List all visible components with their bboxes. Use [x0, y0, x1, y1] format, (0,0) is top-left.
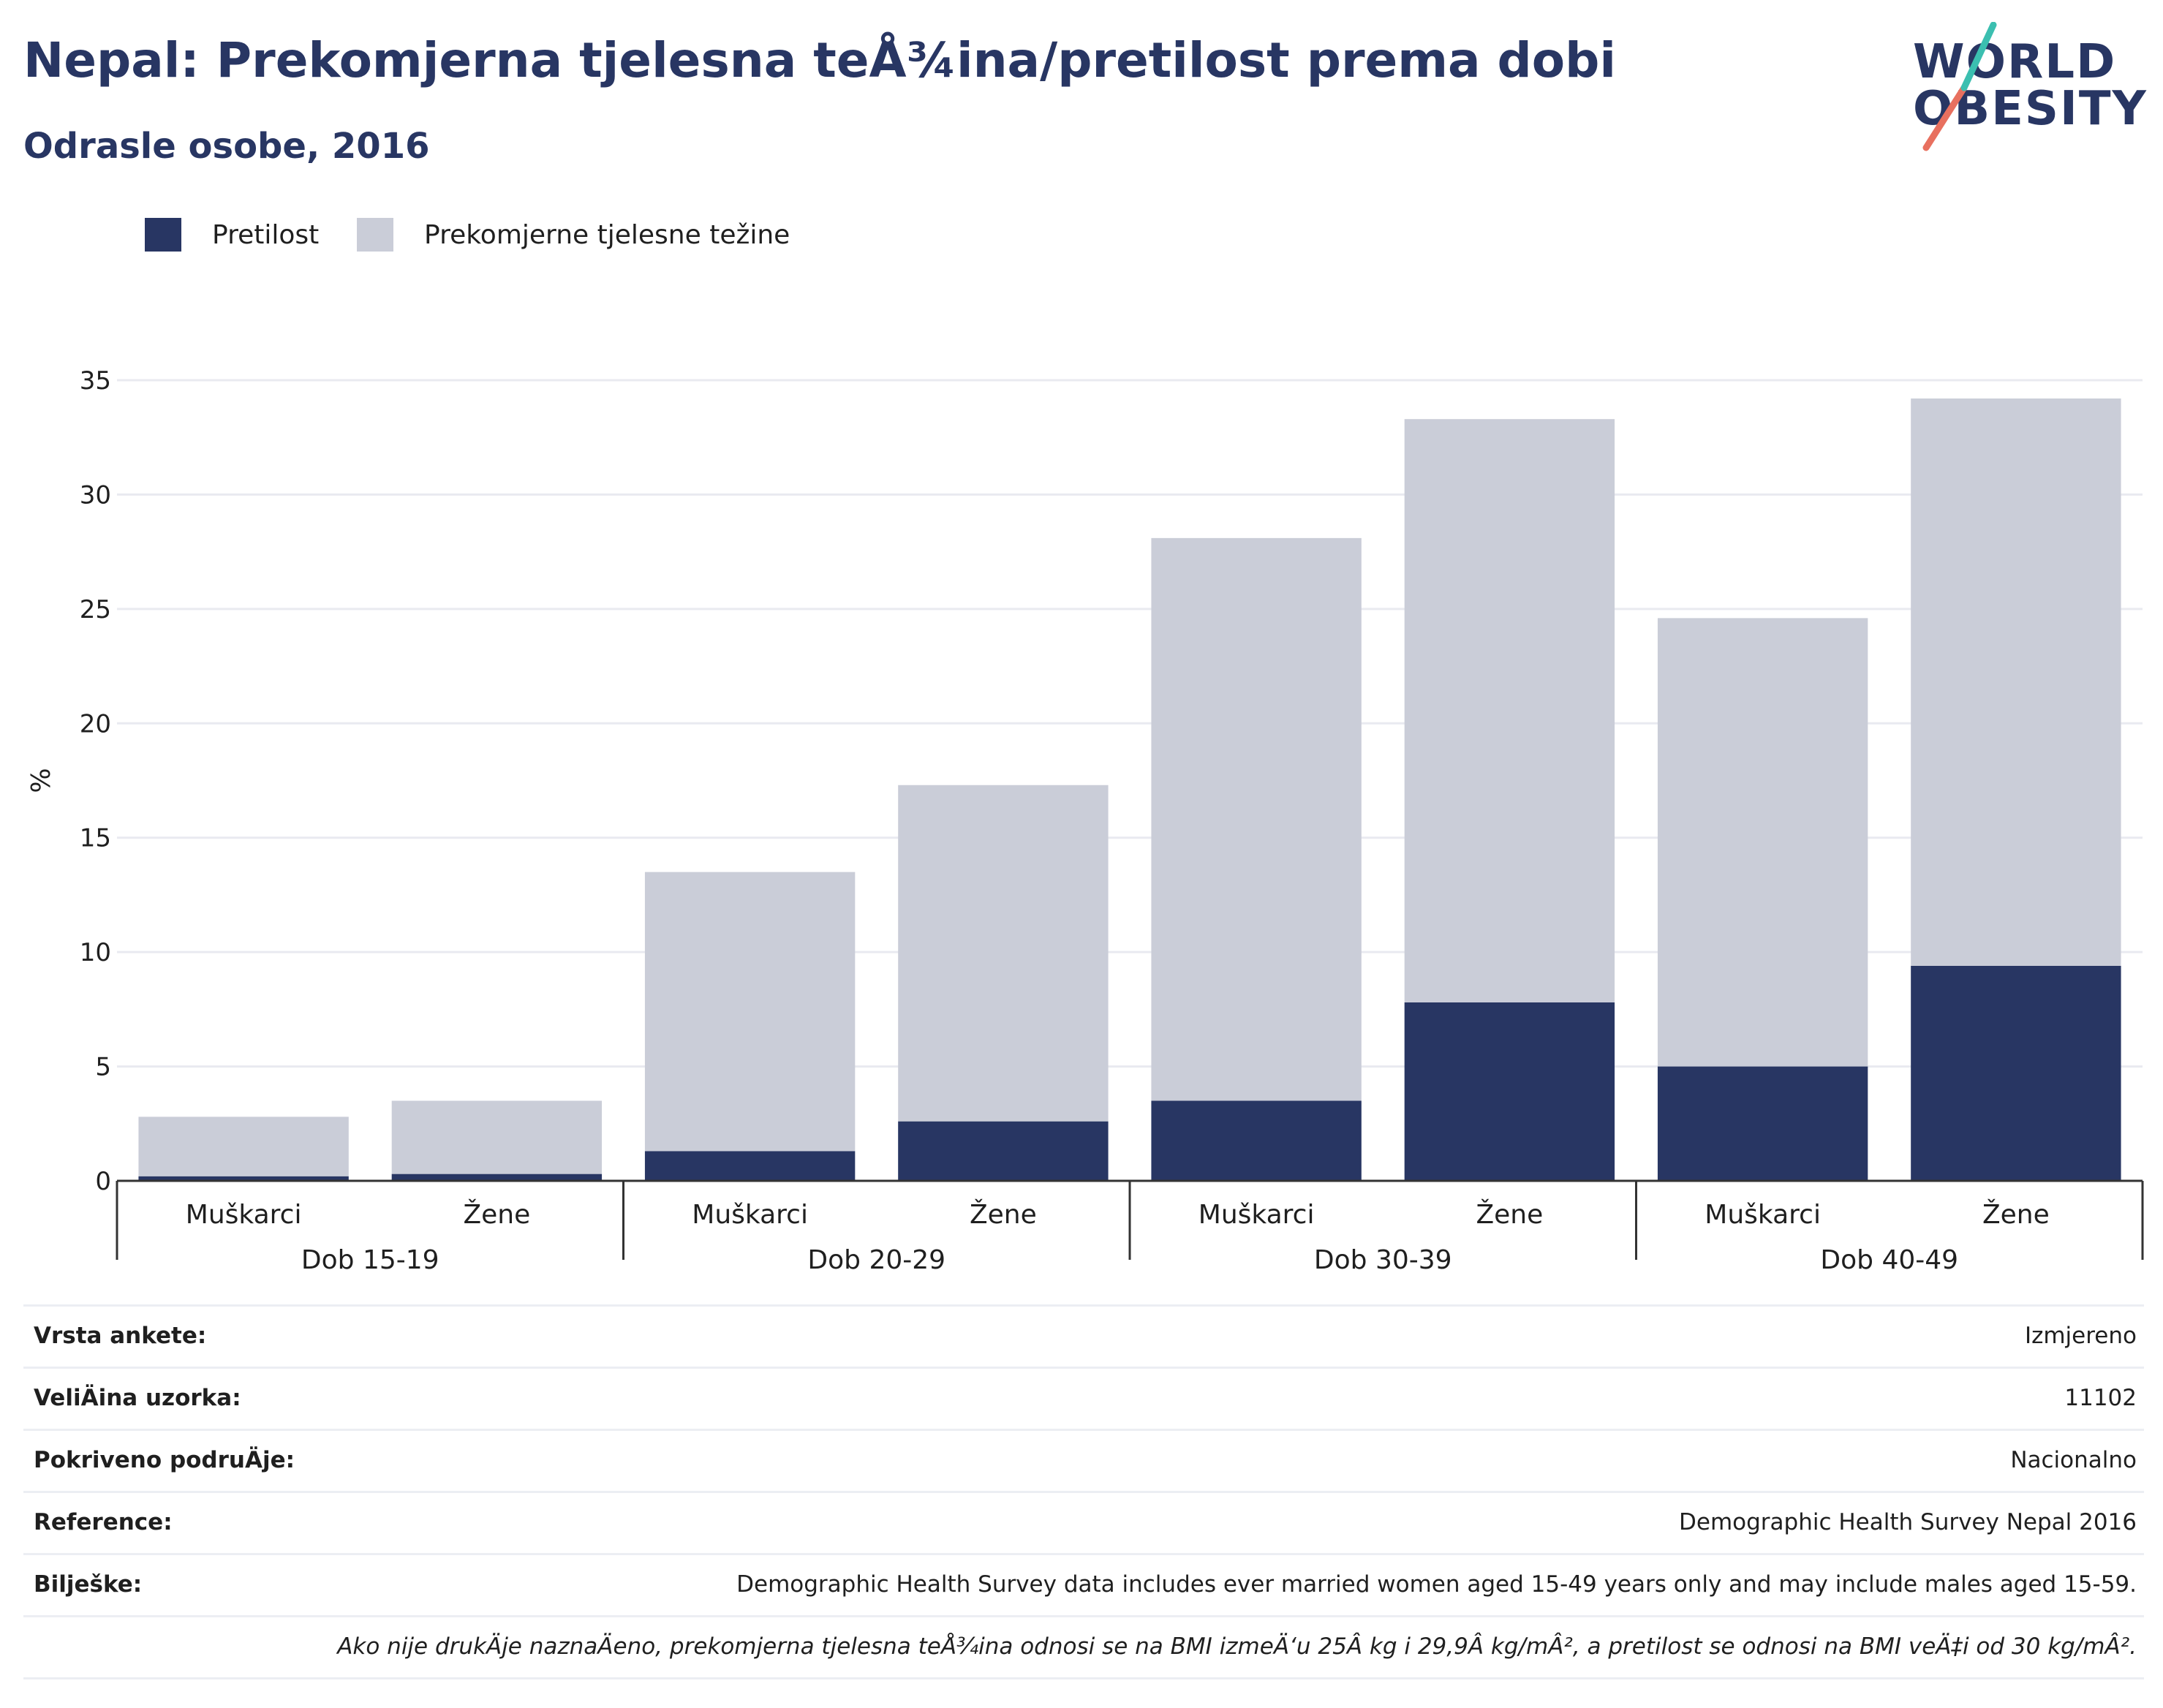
bar-obesity[interactable] — [645, 1151, 855, 1181]
info-key: Bilješke: — [34, 1571, 142, 1598]
info-key: Reference: — [34, 1509, 173, 1535]
info-row-sample-size: VeliÄ ina uzorka: 11102 — [23, 1367, 2144, 1429]
info-row-coverage: Pokriveno podruÄ je: Nacionalno — [23, 1429, 2144, 1491]
bar-overweight[interactable] — [392, 1101, 602, 1174]
world-obesity-logo: WORLD OBESITY — [1909, 22, 2143, 154]
x-tick-label: Žene — [1476, 1199, 1543, 1230]
bar-overweight[interactable] — [1658, 618, 1868, 1066]
info-value: 11102 — [2064, 1385, 2137, 1411]
y-tick-label: 30 — [80, 480, 111, 510]
y-tick-label: 35 — [80, 366, 111, 396]
x-tick-label: Žene — [970, 1199, 1037, 1230]
x-tick-label: Muškarci — [1198, 1200, 1315, 1230]
logo-slash-icon — [1909, 22, 2143, 154]
y-tick-label: 0 — [95, 1167, 111, 1196]
legend-label-overweight: Prekomjerne tjelesne težine — [424, 220, 790, 250]
bar-overweight[interactable] — [138, 1116, 348, 1176]
bar-overweight[interactable] — [898, 785, 1108, 1122]
legend-item-overweight[interactable]: Prekomjerne tjelesne težine — [357, 216, 790, 253]
info-value: Demographic Health Survey data includes … — [736, 1571, 2137, 1598]
bar-overweight[interactable] — [645, 872, 855, 1152]
y-tick-label: 5 — [95, 1053, 111, 1082]
bar-obesity[interactable] — [898, 1122, 1108, 1181]
bar-overweight[interactable] — [1911, 398, 2121, 966]
info-row-notes: Bilješke: Demographic Health Survey data… — [23, 1553, 2144, 1615]
bar-obesity[interactable] — [1658, 1067, 1868, 1181]
info-key: VeliÄ ina uzorka: — [34, 1385, 241, 1411]
info-value: Izmjereno — [2025, 1323, 2137, 1349]
x-tick-label: Muškarci — [186, 1200, 302, 1230]
bar-obesity[interactable] — [1151, 1101, 1361, 1182]
info-value: Demographic Health Survey Nepal 2016 — [1679, 1509, 2137, 1535]
x-tick-label: Muškarci — [1705, 1200, 1821, 1230]
info-key: Pokriveno podruÄ je: — [34, 1447, 295, 1473]
info-row-survey-type: Vrsta ankete: Izmjereno — [23, 1304, 2144, 1367]
y-tick-label: 25 — [80, 595, 111, 624]
group-label: Dob 30-39 — [1314, 1245, 1452, 1275]
y-tick-label: 20 — [80, 709, 111, 738]
x-tick-label: Žene — [1982, 1199, 2050, 1230]
y-axis-label: % — [26, 768, 56, 793]
y-tick-label: 10 — [80, 938, 111, 967]
info-value: Nacionalno — [2010, 1447, 2137, 1473]
y-tick-label: 15 — [80, 824, 111, 853]
chart-title: Nepal: Prekomjerna tjelesna teÅ¾ina/pret… — [23, 32, 1616, 88]
group-label: Dob 40-49 — [1820, 1245, 1958, 1275]
x-tick-label: Žene — [463, 1199, 530, 1230]
info-row-reference: Reference: Demographic Health Survey Nep… — [23, 1491, 2144, 1553]
chart-subtitle: Odrasle osobe, 2016 — [23, 126, 430, 167]
bar-obesity[interactable] — [1911, 966, 2121, 1181]
stacked-bar-chart: 0 5 10 15 20 25 30 35% Muškarci Žene Muškarci Žene M… — [0, 336, 2163, 1280]
info-key: Vrsta ankete: — [34, 1323, 206, 1349]
legend-item-obesity[interactable]: Pretilost — [145, 216, 319, 253]
legend-label-obesity: Pretilost — [212, 220, 319, 250]
bmi-definition-note: Ako nije drukÄ je naznaÄ eno, prekomjern… — [23, 1615, 2144, 1679]
bar-obesity[interactable] — [1405, 1002, 1615, 1181]
legend-swatch-obesity — [145, 218, 181, 252]
x-tick-label: Muškarci — [692, 1200, 808, 1230]
survey-info-table: Vrsta ankete: Izmjereno VeliÄ ina uzorka… — [23, 1304, 2144, 1679]
note-text: Ako nije drukÄ je naznaÄ eno, prekomjern… — [337, 1633, 2137, 1660]
group-label: Dob 15-19 — [301, 1245, 439, 1275]
group-label: Dob 20-29 — [807, 1245, 945, 1275]
bar-overweight[interactable] — [1405, 419, 1615, 1002]
bar-overweight[interactable] — [1151, 538, 1361, 1101]
legend-swatch-overweight — [357, 218, 393, 252]
